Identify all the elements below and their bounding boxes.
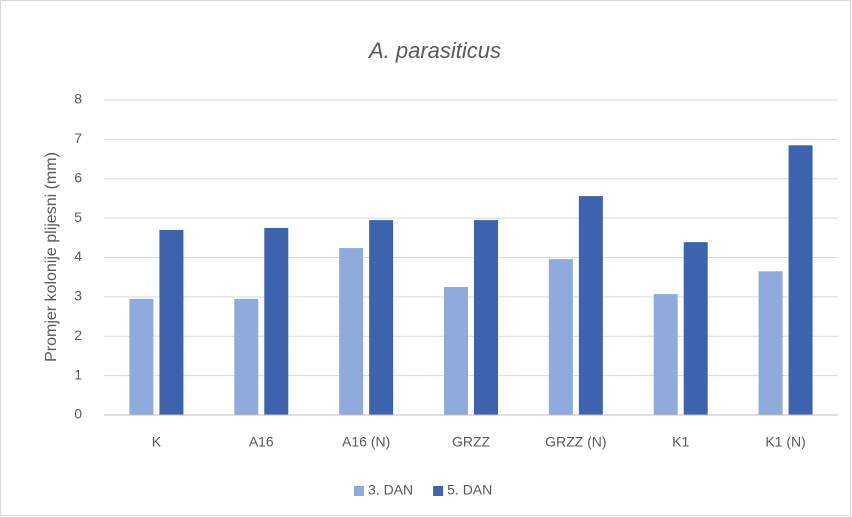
bar [234,298,259,415]
legend-label: 5. DAN [447,482,492,498]
y-tick-label: 0 [74,406,82,422]
bar [548,259,573,415]
bar [129,298,154,415]
legend-swatch [354,486,364,496]
x-tick-label: K1 (N) [765,434,805,450]
bar [339,248,364,415]
y-tick-label: 3 [74,288,82,304]
x-tick-label: A16 (N) [342,434,390,450]
y-axis-label: Promjer kolonije plijesni (mm) [43,152,60,362]
y-tick-label: 4 [74,248,82,264]
bar [653,294,678,415]
bar [758,271,783,415]
y-tick-label: 6 [74,169,82,185]
y-tick-label: 2 [74,327,82,343]
y-tick-label: 5 [74,209,82,225]
y-tick-label: 1 [74,366,82,382]
x-tick-label: GRZZ [452,434,491,450]
legend-label: 3. DAN [368,482,413,498]
bar [788,145,813,415]
bar [578,196,603,415]
bar [444,287,468,415]
x-tick-label: A16 [249,434,274,450]
legend-swatch [433,486,444,496]
bar [264,227,289,415]
y-tick-label: 7 [74,130,82,146]
x-tick-label: K1 [672,434,689,450]
chart-title: A. parasiticus [367,38,501,63]
bar [474,220,498,415]
x-tick-label: K [152,434,162,450]
bar [159,229,184,415]
x-tick-label: GRZZ (N) [545,434,606,450]
bar [369,220,394,415]
y-tick-label: 8 [74,91,82,107]
bar [683,242,708,415]
